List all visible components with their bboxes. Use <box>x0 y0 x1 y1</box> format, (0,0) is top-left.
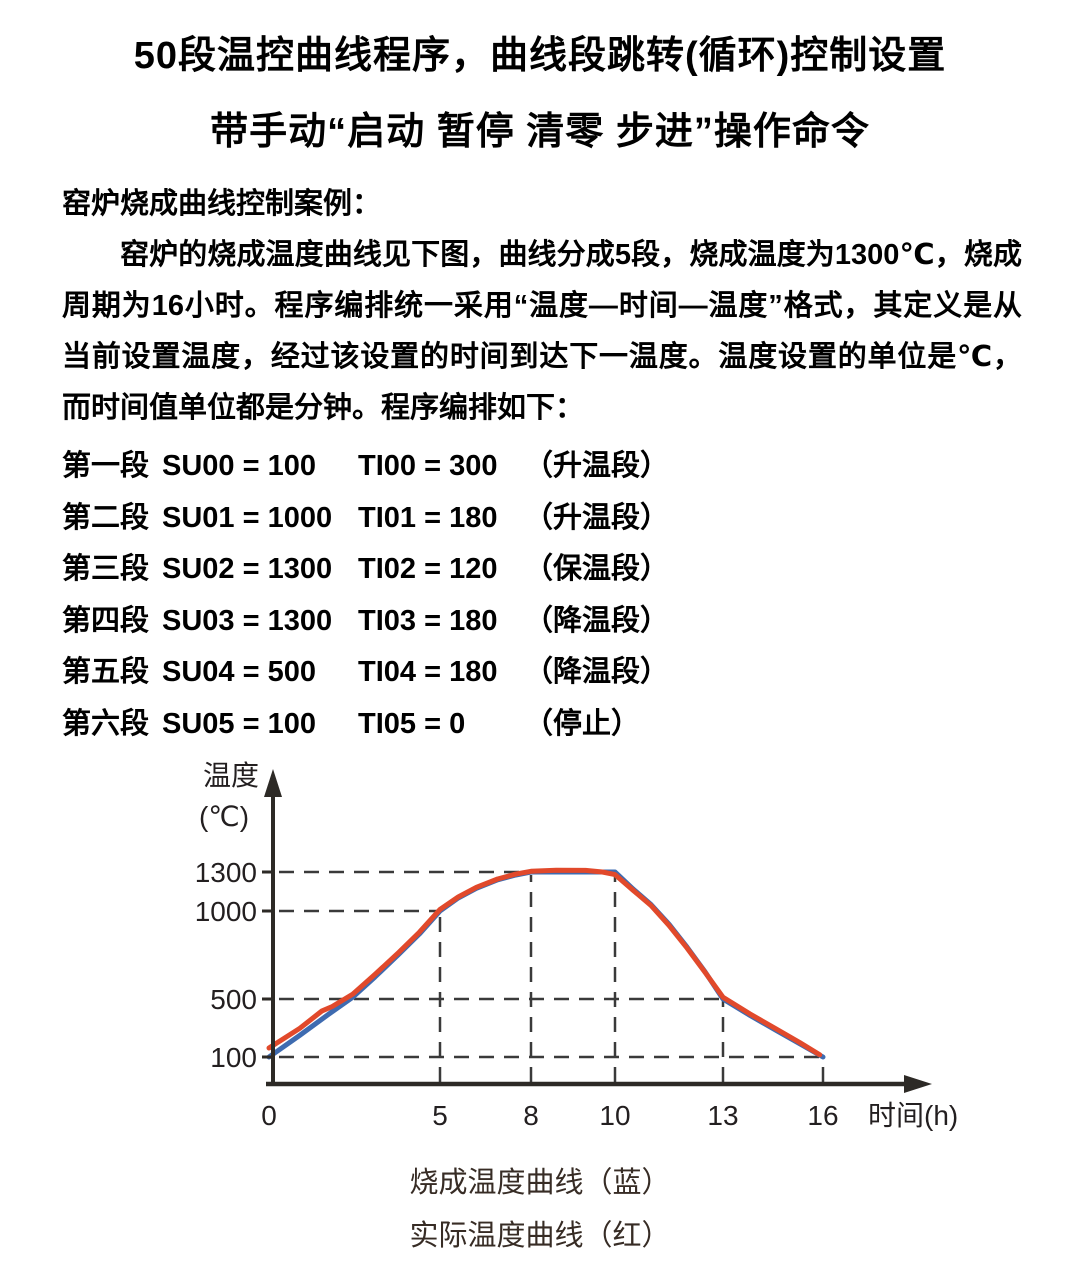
x-tick-label-0: 0 <box>261 1100 277 1131</box>
segment-note: （升温段） <box>524 450 670 482</box>
actual-temperature-curve-red <box>266 867 823 1058</box>
x-tick-label-13: 13 <box>707 1100 738 1131</box>
segment-note: （停止） <box>524 707 641 740</box>
legend-red-curve: 实际温度曲线（红） <box>409 1220 671 1252</box>
y-axis-arrow <box>264 769 282 797</box>
segment-su-value: SU04 = 500 <box>162 656 316 688</box>
segment-note: （降温段） <box>524 604 670 637</box>
segment-row: 第二段 SU01 = 1000 TI01 = 180 （升温段） <box>62 493 1022 545</box>
x-tick-labels: 0 5 8 10 13 16 <box>261 1100 838 1131</box>
intro-section: 窑炉烧成曲线控制案例： 窑炉的烧成温度曲线见下图，曲线分成5段，烧成温度为130… <box>62 179 1022 434</box>
y-axis-title: 温度 <box>203 760 259 791</box>
x-tick-label-5: 5 <box>432 1100 448 1131</box>
vertical-gridlines <box>438 875 825 1082</box>
case-label: 窑炉烧成曲线控制案例： <box>62 188 382 220</box>
chart-svg: 温度 (℃) 时间(h) 1300 1000 500 100 0 5 8 10 … <box>195 760 959 1131</box>
y-axis-unit: (℃) <box>199 801 249 832</box>
segment-note: （降温段） <box>524 656 670 688</box>
segment-name: 第四段 <box>62 604 150 637</box>
segment-row: 第五段 SU04 = 500 TI04 = 180 （降温段） <box>62 647 1022 699</box>
segment-ti-value: TI03 = 180 <box>358 604 498 637</box>
y-tick-label-1300: 1300 <box>195 857 257 888</box>
axes <box>262 793 910 1087</box>
segment-name: 第六段 <box>62 707 150 740</box>
x-tick-label-8: 8 <box>523 1100 539 1131</box>
segment-ti-value: TI02 = 120 <box>358 553 498 585</box>
segment-su-value: SU05 = 100 <box>162 707 316 740</box>
y-tick-label-1000: 1000 <box>195 896 257 927</box>
intro-paragraph: 窑炉的烧成温度曲线见下图，曲线分成5段，烧成温度为1300℃，烧成周期为16小时… <box>62 239 1022 424</box>
segment-name: 第二段 <box>62 501 150 534</box>
title-line-1: 50段温控曲线程序，曲线段跳转(循环)控制设置 <box>133 35 947 77</box>
segment-ti-value: TI05 = 0 <box>358 707 466 740</box>
y-tick-labels: 1300 1000 500 100 <box>195 857 257 1073</box>
segment-name: 第五段 <box>62 656 150 688</box>
segment-note: （保温段） <box>524 553 670 585</box>
x-axis-title: 时间(h) <box>868 1100 958 1131</box>
segment-ti-value: TI00 = 300 <box>358 450 498 482</box>
segment-ti-value: TI01 = 180 <box>358 501 498 534</box>
segment-row: 第四段 SU03 = 1300 TI03 = 180 （降温段） <box>62 596 1022 648</box>
segment-name: 第三段 <box>62 553 150 585</box>
title-line-2: 带手动“启动 暂停 清零 步进”操作命令 <box>210 111 870 153</box>
legend-blue-curve: 烧成温度曲线（蓝） <box>409 1167 671 1199</box>
set-temperature-curve-blue <box>266 869 826 1060</box>
segment-name: 第一段 <box>62 450 150 482</box>
x-tick-label-16: 16 <box>807 1100 838 1131</box>
segment-ti-value: TI04 = 180 <box>358 656 498 688</box>
x-tick-label-10: 10 <box>599 1100 630 1131</box>
y-tick-label-500: 500 <box>210 984 257 1015</box>
chart-legend: 烧成温度曲线（蓝） 实际温度曲线（红） <box>0 1157 1080 1263</box>
segment-note: （升温段） <box>524 501 670 534</box>
segment-su-value: SU03 = 1300 <box>162 604 333 637</box>
y-tick-label-100: 100 <box>210 1042 257 1073</box>
x-axis-arrow <box>904 1075 932 1093</box>
segment-su-value: SU02 = 1300 <box>162 553 333 585</box>
segment-list: 第一段 SU00 = 100 TI00 = 300 （升温段） 第二段 SU01… <box>62 441 1022 750</box>
segment-su-value: SU01 = 1000 <box>162 501 333 534</box>
segment-row: 第一段 SU00 = 100 TI00 = 300 （升温段） <box>62 441 1022 493</box>
segment-row: 第六段 SU05 = 100 TI05 = 0 （停止） <box>62 699 1022 751</box>
segment-row: 第三段 SU02 = 1300 TI02 = 120 （保温段） <box>62 544 1022 596</box>
horizontal-gridlines <box>279 870 821 1059</box>
temperature-chart: 温度 (℃) 时间(h) 1300 1000 500 100 0 5 8 10 … <box>0 755 1080 1155</box>
segment-su-value: SU00 = 100 <box>162 450 316 482</box>
